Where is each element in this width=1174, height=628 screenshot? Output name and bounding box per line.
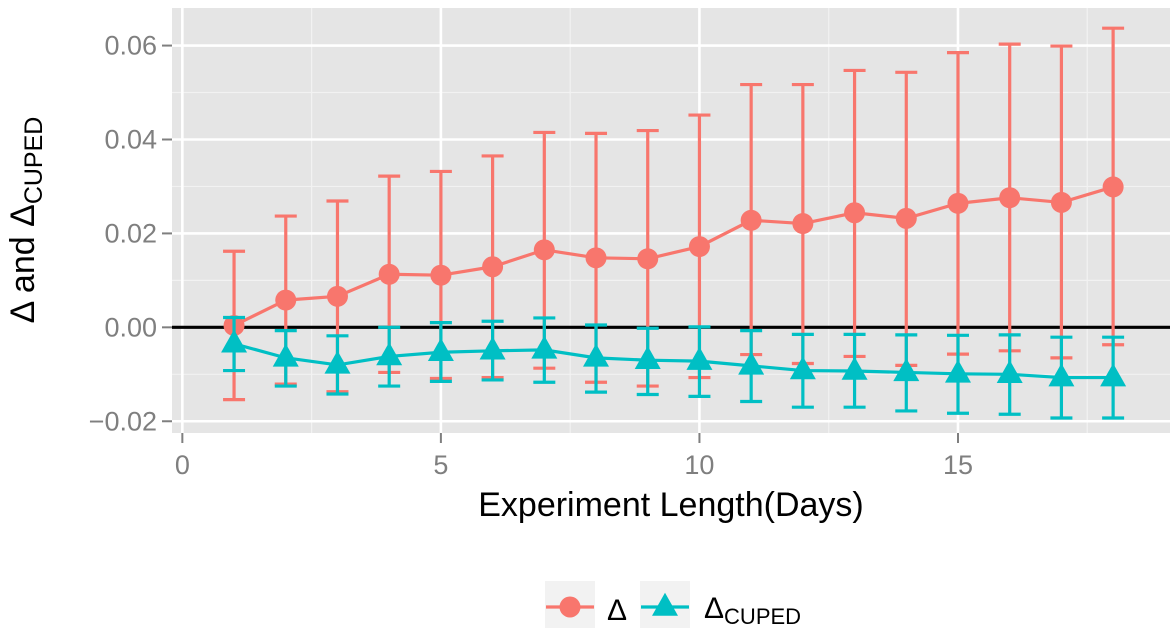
data-point	[792, 213, 814, 235]
x-axis: 0 5 10 15	[175, 433, 973, 480]
data-point	[634, 345, 661, 369]
data-point	[1102, 176, 1124, 198]
data-point	[947, 192, 969, 214]
data-point	[996, 360, 1023, 384]
series-delta-cuped	[221, 315, 1127, 420]
x-tick-label: 0	[175, 450, 190, 480]
data-point	[686, 346, 713, 370]
data-point	[1100, 363, 1127, 387]
y-tick-label: 0.02	[104, 218, 157, 248]
data-point	[479, 336, 506, 360]
data-point	[999, 187, 1021, 209]
legend-marker-delta	[559, 596, 581, 618]
series-delta	[223, 26, 1125, 402]
data-point	[324, 350, 351, 374]
legend: Δ ΔCUPED	[545, 581, 801, 628]
data-point	[583, 343, 610, 367]
data-point	[533, 239, 555, 261]
data-point	[531, 335, 558, 359]
y-axis-title-subscript: CUPED	[20, 117, 48, 205]
series-layer	[221, 26, 1127, 420]
data-point	[221, 329, 248, 353]
y-tick-label: 0.04	[104, 124, 157, 154]
y-axis-title: Δ and ΔCUPED	[4, 117, 48, 324]
legend-label-main: Δ	[704, 592, 724, 625]
data-point	[1050, 191, 1072, 213]
data-point	[482, 256, 504, 278]
x-tick-label: 10	[684, 450, 714, 480]
data-point	[688, 236, 710, 258]
y-axis-title-main: Δ and Δ	[4, 204, 42, 323]
legend-label-delta: Δ	[607, 594, 627, 627]
data-point	[326, 285, 348, 307]
data-point	[893, 358, 920, 382]
y-axis: −0.02 0.00 0.02 0.04 0.06	[89, 31, 172, 436]
data-point	[1048, 363, 1075, 387]
data-point	[740, 209, 762, 231]
data-point	[430, 264, 452, 286]
data-point	[637, 248, 659, 270]
data-point	[272, 343, 299, 367]
data-point	[427, 337, 454, 361]
legend-label-main: Δ	[607, 594, 627, 627]
data-point	[789, 356, 816, 380]
x-tick-label: 15	[943, 450, 973, 480]
legend-label-delta-cuped: ΔCUPED	[704, 592, 801, 628]
x-tick-label: 5	[433, 450, 448, 480]
data-point	[378, 263, 400, 285]
data-point	[841, 356, 868, 380]
y-tick-label: −0.02	[89, 406, 157, 436]
data-point	[844, 202, 866, 224]
data-point	[275, 289, 297, 311]
data-point	[585, 247, 607, 269]
data-point	[738, 351, 765, 375]
data-point	[895, 207, 917, 229]
data-point	[376, 342, 403, 366]
data-point	[944, 359, 971, 383]
y-tick-label: 0.00	[104, 312, 157, 342]
y-tick-label: 0.06	[104, 31, 157, 61]
plot-panel	[172, 8, 1170, 433]
legend-label-subscript: CUPED	[724, 604, 801, 628]
legend-marker-delta-cuped	[652, 592, 678, 616]
x-axis-title: Experiment Length(Days)	[478, 486, 864, 524]
